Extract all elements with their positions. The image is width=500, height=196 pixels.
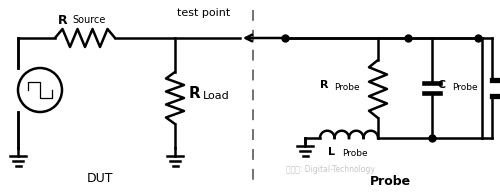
Text: Probe: Probe [334, 83, 359, 92]
Text: R: R [58, 14, 68, 27]
Text: R: R [189, 85, 201, 101]
Text: C: C [438, 80, 446, 90]
Text: Probe: Probe [370, 175, 410, 188]
Text: Probe: Probe [452, 83, 477, 92]
Text: test point: test point [177, 8, 230, 18]
Text: R: R [320, 80, 328, 90]
Text: 微信号: Digital-Technology: 微信号: Digital-Technology [286, 165, 374, 174]
Text: L: L [328, 147, 335, 157]
Text: Load: Load [203, 91, 230, 101]
Text: Source: Source [72, 15, 106, 25]
Text: Probe: Probe [342, 150, 367, 159]
Text: DUT: DUT [87, 172, 113, 185]
